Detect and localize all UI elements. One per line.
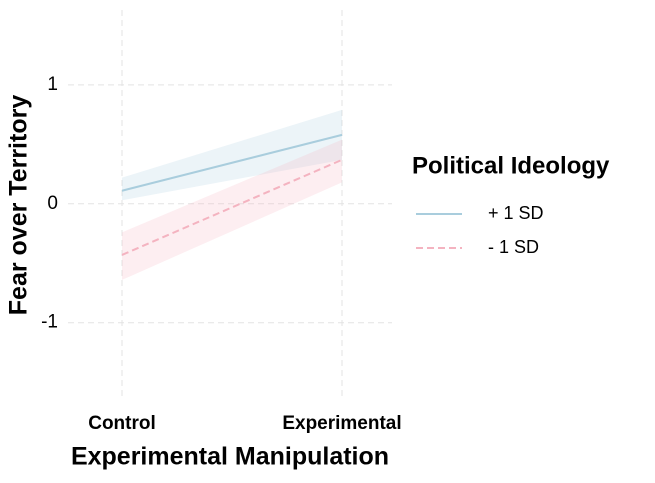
x-axis-title: Experimental Manipulation bbox=[71, 443, 389, 471]
legend-title: Political Ideology bbox=[412, 152, 610, 179]
legend-label: - 1 SD bbox=[488, 237, 539, 257]
y-tick-label: 1 bbox=[47, 74, 58, 95]
y-tick-label: -1 bbox=[41, 312, 58, 333]
line bbox=[121, 158, 343, 256]
confidence-band bbox=[122, 139, 342, 280]
line bbox=[121, 133, 343, 192]
x-tick-label: Experimental bbox=[282, 413, 401, 434]
x-tick-label: Control bbox=[88, 413, 156, 434]
y-tick-label: 0 bbox=[47, 193, 58, 214]
legend-label: + 1 SD bbox=[488, 203, 544, 223]
y-axis-title: Fear over Territory bbox=[5, 95, 33, 316]
